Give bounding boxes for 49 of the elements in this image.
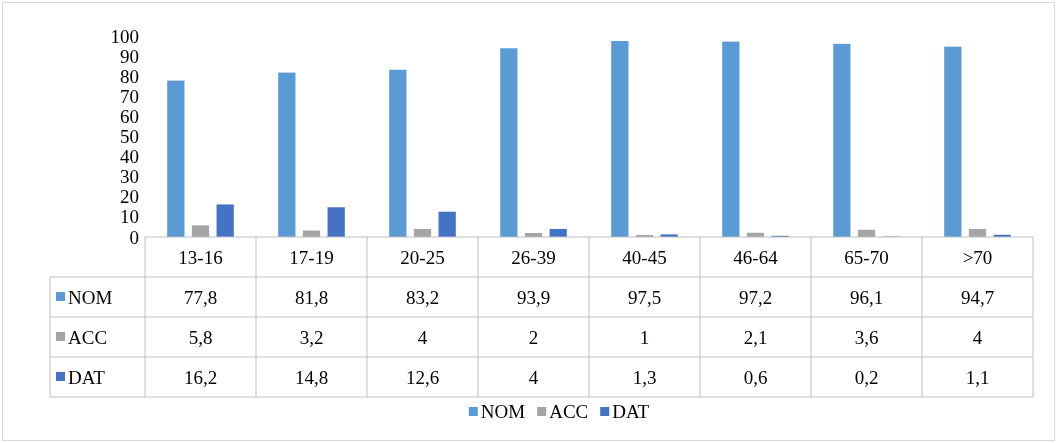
- data-label: 97,5: [627, 287, 662, 308]
- data-label: 12,6: [405, 367, 440, 388]
- data-label: 4: [417, 327, 428, 348]
- data-label: 2: [528, 327, 539, 348]
- y-tick-label: 30: [120, 166, 139, 188]
- y-tick-label: 0: [129, 226, 139, 248]
- data-label: 5,8: [188, 327, 213, 348]
- y-tick-label: 40: [120, 146, 139, 168]
- legend-label: DAT: [612, 401, 650, 422]
- x-tick-label: 13-16: [178, 247, 223, 268]
- data-label: 3,2: [299, 327, 324, 348]
- data-label: 1,3: [632, 367, 657, 388]
- data-label: 83,2: [405, 287, 440, 308]
- data-label: 1,1: [965, 367, 990, 388]
- y-tick-label: 60: [120, 105, 139, 127]
- legend-label: ACC: [68, 327, 108, 348]
- y-tick-label: 50: [120, 126, 139, 148]
- legend-label: NOM: [68, 287, 113, 308]
- data-label: 0,6: [743, 367, 768, 388]
- data-label: 4: [528, 367, 539, 388]
- data-label: 1: [639, 327, 650, 348]
- data-label: 2,1: [743, 327, 768, 348]
- y-tick-label: 10: [120, 206, 139, 228]
- text: DAT: [68, 367, 105, 388]
- data-label: 14,8: [294, 367, 329, 388]
- y-tick-label: 80: [120, 65, 139, 87]
- data-label: 3,6: [854, 327, 879, 348]
- data-label: 16,2: [183, 367, 218, 388]
- x-tick-label: 26-39: [511, 247, 556, 268]
- x-tick-label: 20-25: [400, 247, 445, 268]
- y-tick-label: 70: [120, 85, 139, 107]
- data-label: 93,9: [516, 287, 551, 308]
- x-tick-label: 46-64: [733, 247, 779, 268]
- y-tick-label: 100: [110, 25, 139, 47]
- text: ACC: [549, 401, 589, 422]
- data-label: 81,8: [294, 287, 329, 308]
- data-label: 4: [972, 327, 983, 348]
- x-tick-label: 40-45: [622, 247, 667, 268]
- y-tick-label: 90: [120, 45, 139, 67]
- x-tick-label: 65-70: [844, 247, 889, 268]
- data-label: 97,2: [738, 287, 773, 308]
- data-label: 0,2: [854, 367, 879, 388]
- data-label: 94,7: [960, 287, 995, 308]
- y-tick-label: 20: [120, 186, 139, 208]
- data-label: 96,1: [849, 287, 884, 308]
- x-tick-label: 17-19: [289, 247, 334, 268]
- data-label: 77,8: [183, 287, 218, 308]
- x-tick-label: >70: [962, 247, 993, 268]
- text: NOM: [480, 401, 526, 422]
